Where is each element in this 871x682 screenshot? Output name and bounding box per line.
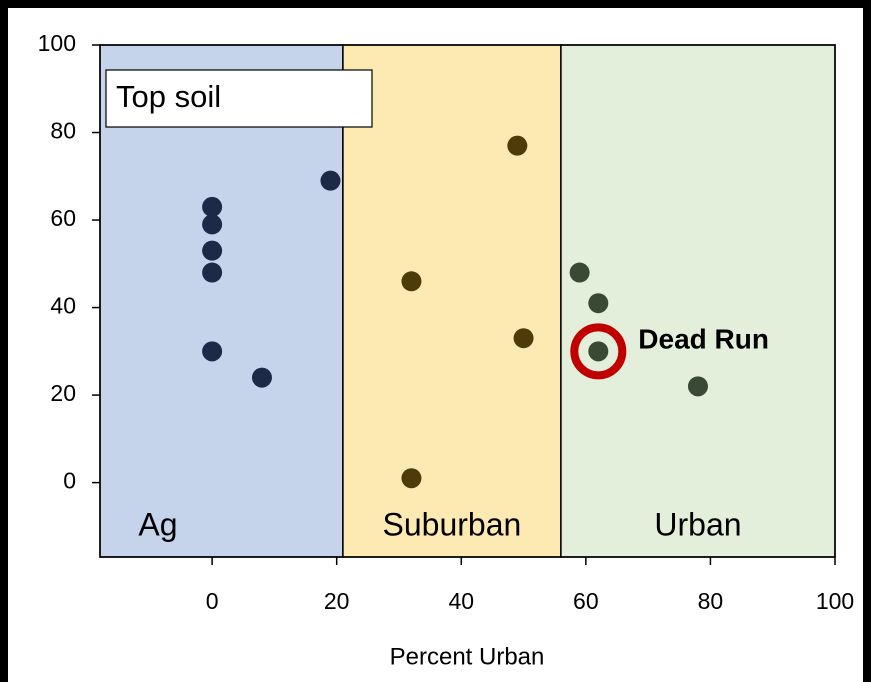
y-tick-label: 100 bbox=[38, 30, 76, 56]
point bbox=[202, 341, 223, 362]
legend-text: Top soil bbox=[116, 79, 221, 114]
annotation-text: Dead Run bbox=[638, 324, 769, 355]
point bbox=[202, 262, 223, 283]
point bbox=[251, 367, 272, 388]
point bbox=[588, 293, 609, 314]
x-axis-label: Percent Urban bbox=[390, 643, 545, 670]
legend-box bbox=[105, 69, 373, 128]
y-tick-label: 0 bbox=[63, 468, 76, 494]
point bbox=[401, 271, 422, 292]
x-tick-label: 80 bbox=[698, 588, 724, 614]
point bbox=[320, 170, 341, 191]
point bbox=[202, 214, 223, 235]
x-tick-label: 60 bbox=[573, 588, 599, 614]
point bbox=[687, 376, 708, 397]
x-tick-label: 40 bbox=[448, 588, 474, 614]
region bbox=[342, 44, 562, 558]
y-tick-label: 20 bbox=[50, 380, 76, 406]
point bbox=[513, 328, 534, 349]
region-label: Urban bbox=[654, 506, 741, 542]
point bbox=[507, 135, 528, 156]
y-tick-label: 60 bbox=[50, 205, 76, 231]
region-label: Suburban bbox=[383, 506, 522, 542]
x-tick-label: 0 bbox=[206, 588, 219, 614]
plot-frame bbox=[99, 44, 836, 558]
annotation-ring bbox=[570, 323, 627, 380]
y-tick-label: 80 bbox=[50, 118, 76, 144]
point bbox=[202, 196, 223, 217]
point bbox=[588, 341, 609, 362]
point bbox=[401, 468, 422, 489]
point bbox=[569, 262, 590, 283]
region bbox=[99, 44, 344, 558]
x-tick-label: 100 bbox=[816, 588, 854, 614]
x-tick-label: 20 bbox=[324, 588, 350, 614]
point bbox=[202, 240, 223, 261]
region-label: Ag bbox=[138, 506, 177, 542]
y-tick-label: 40 bbox=[50, 293, 76, 319]
